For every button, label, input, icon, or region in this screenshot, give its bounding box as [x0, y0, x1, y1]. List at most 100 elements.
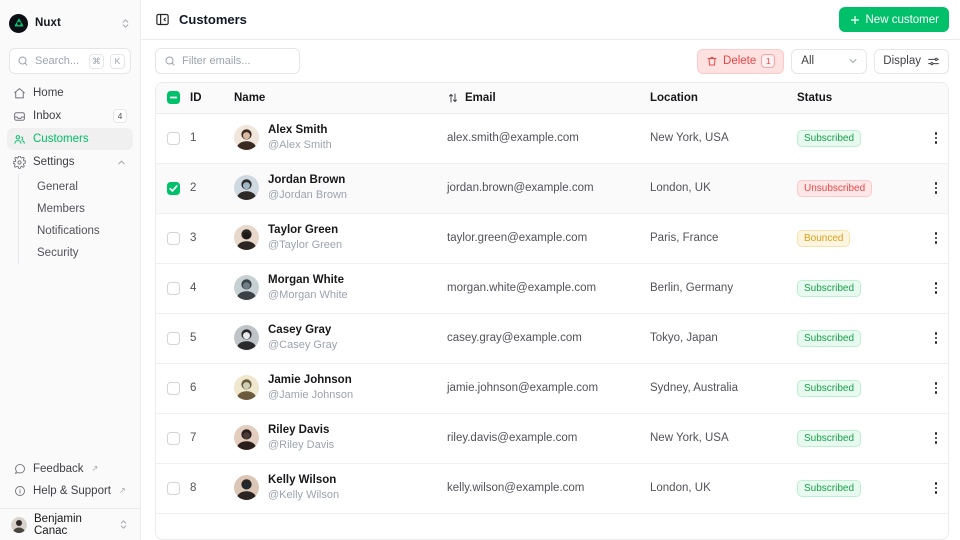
cell-name: Casey Gray @Casey Gray: [234, 313, 447, 364]
select-all-checkbox[interactable]: [167, 91, 180, 105]
column-header-email-label: Email: [465, 91, 496, 104]
kbd-k: K: [110, 53, 125, 69]
help-support-label: Help & Support: [33, 484, 111, 497]
sidebar-item-home[interactable]: Home: [7, 82, 133, 104]
cell-email: riley.davis@example.com: [447, 413, 650, 464]
new-customer-button[interactable]: New customer: [838, 7, 949, 32]
customer-name: Kelly Wilson: [268, 473, 337, 486]
table-row[interactable]: 4 Morgan White @Morgan White morgan.white@e…: [156, 263, 948, 314]
delete-button[interactable]: Delete 1: [697, 48, 785, 74]
row-checkbox[interactable]: [167, 131, 180, 145]
table-row[interactable]: 8 Kelly Wilson @Kelly Wilson kelly.wilson@e…: [156, 463, 948, 514]
table-row[interactable]: 7 Riley Davis @Riley Davis riley.davis@exam…: [156, 413, 948, 464]
row-checkbox[interactable]: [167, 281, 180, 295]
chevron-down-icon: [847, 55, 859, 67]
table-row[interactable]: 2 Jordan Brown @Jordan Brown jordan.brown@e…: [156, 163, 948, 214]
nuxt-logo-icon: [9, 13, 28, 33]
search-input[interactable]: Search... ⌘ K: [9, 48, 131, 74]
column-header-status[interactable]: Status: [797, 83, 915, 114]
sidebar-item-settings[interactable]: Settings: [7, 151, 133, 173]
delete-label: Delete: [723, 55, 757, 67]
info-circle-icon: [13, 484, 26, 497]
team-switcher[interactable]: Nuxt: [0, 4, 140, 42]
filter-placeholder: Filter emails...: [182, 55, 251, 67]
cell-name: Alex Smith @Alex Smith: [234, 113, 447, 164]
feedback-label: Feedback: [33, 462, 84, 475]
cell-status: Subscribed: [797, 463, 915, 514]
cell-status: Unsubscribed: [797, 163, 915, 214]
sidebar-item-inbox[interactable]: Inbox 4: [7, 105, 133, 127]
customer-handle: @Jamie Johnson: [268, 389, 354, 402]
customer-name: Jamie Johnson: [268, 373, 352, 386]
status-filter-select[interactable]: All: [791, 48, 868, 74]
ellipsis-vertical-icon[interactable]: [915, 132, 948, 144]
row-checkbox[interactable]: [167, 431, 180, 445]
cell-name: Kelly Wilson @Kelly Wilson: [234, 463, 447, 514]
display-button[interactable]: Display: [874, 48, 949, 74]
avatar: [234, 125, 259, 151]
settings-subnav: General Members Notifications Security: [18, 174, 133, 264]
cell-location: Berlin, Germany: [650, 263, 797, 314]
row-checkbox[interactable]: [167, 181, 180, 195]
avatar: [234, 425, 259, 451]
status-badge: Subscribed: [797, 279, 862, 297]
customer-name: Riley Davis: [268, 423, 330, 436]
sidebar-item-label: Customers: [33, 133, 89, 145]
panel-left-icon[interactable]: [155, 12, 170, 27]
sidebar-subitem-members[interactable]: Members: [37, 203, 85, 215]
ellipsis-vertical-icon[interactable]: [915, 282, 948, 294]
avatar: [234, 325, 259, 351]
sidebar-subitem-security[interactable]: Security: [37, 247, 79, 259]
feedback-link[interactable]: Feedback ↗: [7, 458, 133, 479]
sidebar-subitem-notifications[interactable]: Notifications: [37, 225, 100, 237]
avatar: [11, 516, 27, 533]
column-header-id[interactable]: ID: [190, 83, 234, 114]
help-support-link[interactable]: Help & Support ↗: [7, 480, 133, 501]
cell-name: Morgan White @Morgan White: [234, 263, 447, 314]
table-row[interactable]: 5 Casey Gray @Casey Gray casey.gray@example…: [156, 313, 948, 364]
user-menu[interactable]: Benjamin Canac: [0, 508, 140, 540]
customer-handle: @Taylor Green: [268, 239, 343, 252]
ellipsis-vertical-icon[interactable]: [915, 332, 948, 344]
status-badge: Bounced: [797, 229, 851, 247]
sidebar-subitem-general[interactable]: General: [37, 181, 78, 193]
ellipsis-vertical-icon[interactable]: [915, 382, 948, 394]
chevron-up-icon: [116, 157, 127, 168]
cell-name: Jamie Johnson @Jamie Johnson: [234, 363, 447, 414]
customer-handle: @Morgan White: [268, 289, 348, 302]
ellipsis-vertical-icon[interactable]: [915, 182, 948, 194]
avatar: [234, 375, 259, 401]
users-icon: [13, 133, 26, 146]
status-badge: Subscribed: [797, 429, 862, 447]
column-header-name[interactable]: Name: [234, 83, 447, 114]
ellipsis-vertical-icon[interactable]: [915, 482, 948, 494]
ellipsis-vertical-icon[interactable]: [915, 432, 948, 444]
cell-actions: [915, 463, 948, 514]
main-content: Customers New customer Filter emails...: [141, 0, 960, 540]
table-row[interactable]: 6 Jamie Johnson @Jamie Johnson jamie.johnso…: [156, 363, 948, 414]
customer-name: Alex Smith: [268, 123, 328, 136]
row-checkbox[interactable]: [167, 381, 180, 395]
cell-status: Bounced: [797, 213, 915, 264]
filter-emails-input[interactable]: Filter emails...: [155, 48, 300, 74]
customer-handle: @Kelly Wilson: [268, 489, 340, 502]
row-checkbox[interactable]: [167, 331, 180, 345]
table-toolbar: Filter emails... Delete 1 All: [141, 40, 960, 82]
ellipsis-vertical-icon[interactable]: [915, 232, 948, 244]
sliders-icon: [927, 55, 940, 68]
sidebar: Nuxt Search... ⌘ K Home: [0, 0, 141, 540]
avatar: [234, 175, 259, 201]
plus-icon: [849, 14, 861, 26]
table-row[interactable]: 3 Taylor Green @Taylor Green taylor.green@e…: [156, 213, 948, 264]
row-checkbox[interactable]: [167, 231, 180, 245]
column-header-location[interactable]: Location: [650, 83, 797, 114]
customer-name: Casey Gray: [268, 323, 332, 336]
row-checkbox[interactable]: [167, 481, 180, 495]
external-link-icon: ↗: [91, 464, 99, 473]
cell-actions: [915, 263, 948, 314]
table-row[interactable]: 1 Alex Smith @Alex Smith alex.smith@example…: [156, 113, 948, 164]
cell-email: alex.smith@example.com: [447, 113, 650, 164]
page-header: Customers New customer: [141, 0, 960, 40]
sidebar-item-customers[interactable]: Customers: [7, 128, 133, 150]
column-header-email[interactable]: Email: [447, 83, 650, 114]
